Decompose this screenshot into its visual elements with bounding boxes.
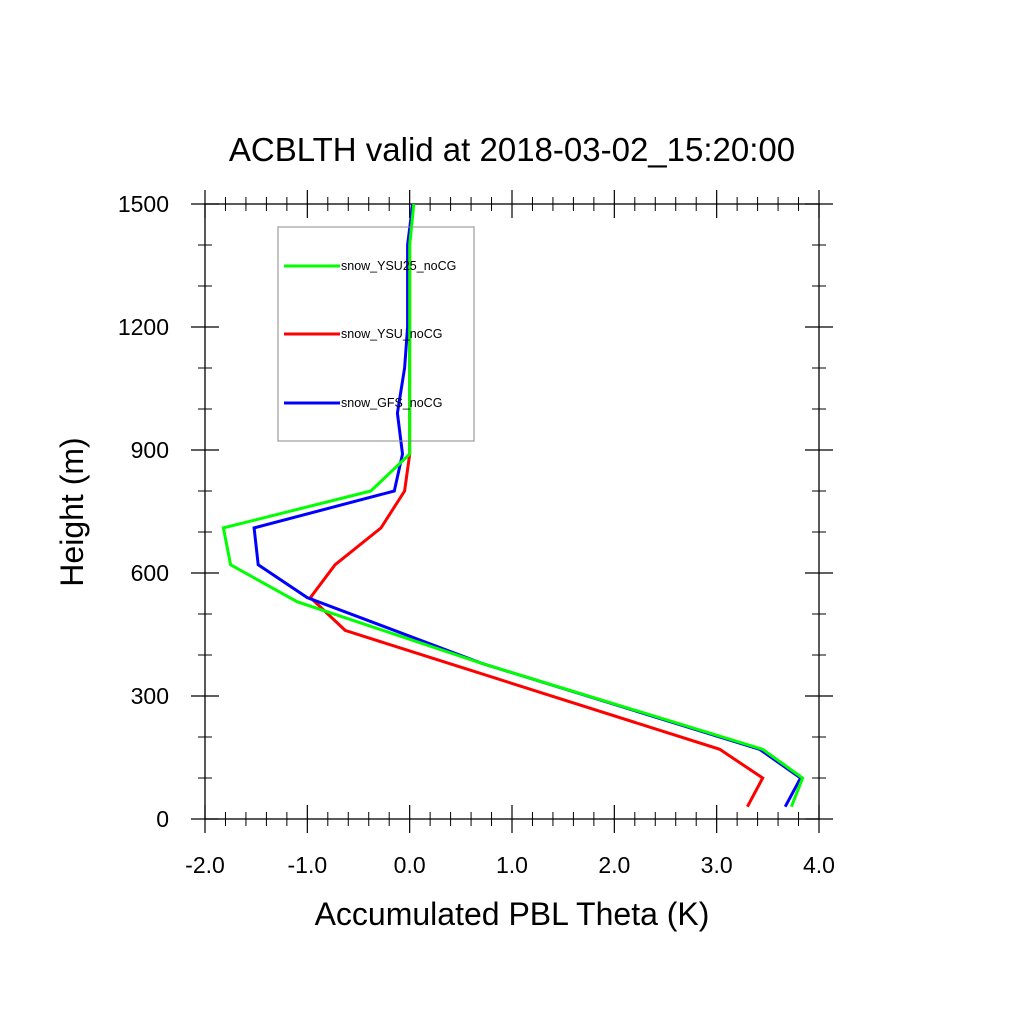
- plot-area: -2.0 -1.0 0.0 1.0 2.0 3.0 4.0 0 300 600 900 1200 150…: [118, 190, 835, 878]
- legend: snow_YSU25_noCG snow_YSU_noCG snow_GFS_noC…: [277, 226, 475, 442]
- x-tick-label: 2.0: [598, 852, 630, 878]
- y-tick-label: 900: [131, 437, 169, 463]
- x-tick-label: 1.0: [496, 852, 528, 878]
- x-tick-label: 3.0: [701, 852, 733, 878]
- legend-label: snow_GFS_noCG: [341, 396, 442, 410]
- y-tick-label: 1500: [118, 191, 169, 217]
- plot-frame: [204, 203, 820, 820]
- series-line-snow_YSU25_noCG: [221, 203, 805, 808]
- chart-title: ACBLTH valid at 2018-03-02_15:20:00: [229, 131, 795, 168]
- legend-box: [277, 226, 475, 442]
- legend-label: snow_YSU_noCG: [341, 327, 442, 341]
- x-tick-label: 0.0: [394, 852, 426, 878]
- y-tick-label: 300: [131, 683, 169, 709]
- series-line-snow_GFS_noCG: [252, 203, 803, 808]
- x-tick-label: -2.0: [185, 852, 225, 878]
- x-tick-label: 4.0: [803, 852, 835, 878]
- y-tick-label: 600: [131, 560, 169, 586]
- series-line-snow_YSU_noCG: [308, 203, 765, 808]
- x-tick-label: -1.0: [288, 852, 328, 878]
- x-axis-label: Accumulated PBL Theta (K): [315, 896, 710, 932]
- legend-label: snow_YSU25_noCG: [341, 259, 456, 273]
- y-axis-label: Height (m): [54, 437, 90, 586]
- y-tick-label: 0: [156, 806, 169, 832]
- y-tick-label: 1200: [118, 314, 169, 340]
